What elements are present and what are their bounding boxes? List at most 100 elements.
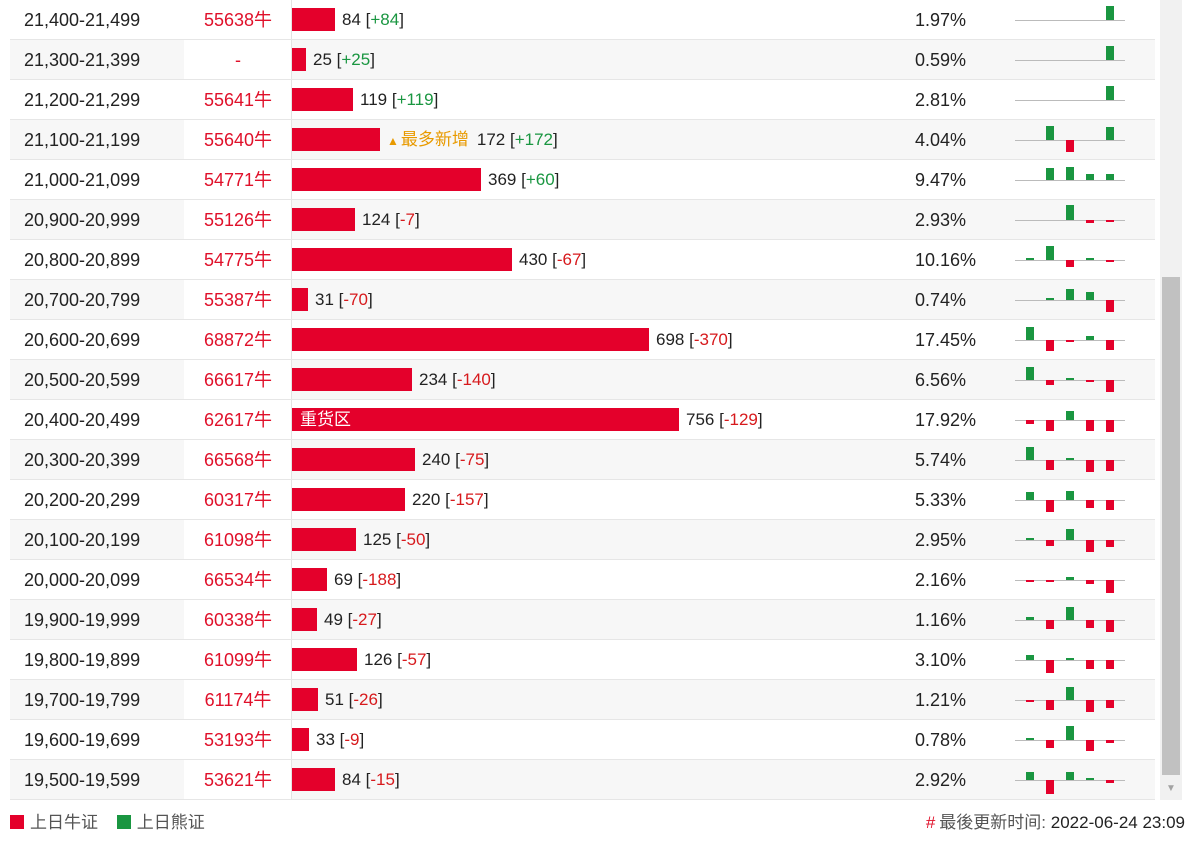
quantity-value: 51: [325, 690, 344, 709]
warrant-code-link[interactable]: 60317牛: [184, 480, 292, 519]
sparkline-bar: [1066, 772, 1074, 780]
table-row[interactable]: 20,100-20,199 61098牛 125 [-50] 2.95%: [10, 520, 1155, 560]
table-row[interactable]: 19,600-19,699 53193牛 33 [-9] 0.78%: [10, 720, 1155, 760]
sparkline-bar: [1046, 460, 1054, 470]
warrant-code-link[interactable]: 55641牛: [184, 80, 292, 119]
quantity-value: 119: [360, 90, 388, 109]
quantity-text: 84 [-15]: [342, 770, 400, 789]
scrollbar-thumb[interactable]: [1162, 277, 1180, 775]
quantity-bar: [292, 328, 649, 351]
table-row[interactable]: 21,400-21,499 55638牛 84 [+84] 1.97%: [10, 0, 1155, 40]
table-row[interactable]: 20,800-20,899 54775牛 430 [-67] 10.16%: [10, 240, 1155, 280]
sparkline-bar: [1086, 220, 1094, 223]
table-row[interactable]: 20,300-20,399 66568牛 240 [-75] 5.74%: [10, 440, 1155, 480]
bar-column-divider: [291, 200, 292, 239]
price-range: 20,900-20,999: [24, 210, 141, 230]
table-row[interactable]: 20,600-20,699 68872牛 698 [-370] 17.45%: [10, 320, 1155, 360]
history-sparkline: [1015, 246, 1125, 267]
price-range: 20,500-20,599: [24, 370, 141, 390]
table-row[interactable]: 21,100-21,199 55640牛 ▲ 最多新增 172 [+172] 4.04%: [10, 120, 1155, 160]
quantity-bar: [292, 288, 308, 311]
quantity-text: 220 [-157]: [412, 490, 489, 509]
quantity-text: 119 [+119]: [360, 90, 439, 109]
table-row[interactable]: 20,400-20,499 62617牛 重货区 756 [-129] 17.92%: [10, 400, 1155, 440]
bar-column-divider: [291, 320, 292, 359]
price-range: 19,800-19,899: [24, 650, 141, 670]
sparkline-bar: [1086, 540, 1094, 552]
table-row[interactable]: 21,200-21,299 55641牛 119 [+119] 2.81%: [10, 80, 1155, 120]
table-row[interactable]: 21,000-21,099 54771牛 369 [+60] 9.47%: [10, 160, 1155, 200]
quantity-value: 240: [422, 450, 451, 469]
percentage: 9.47%: [915, 170, 967, 190]
sparkline-bar: [1066, 340, 1074, 342]
percentage: 6.56%: [915, 370, 967, 390]
sparkline-bar: [1066, 260, 1074, 267]
table-row[interactable]: 20,700-20,799 55387牛 31 [-70] 0.74%: [10, 280, 1155, 320]
warrant-code-link[interactable]: 60338牛: [184, 600, 292, 639]
warrant-code-link[interactable]: 54775牛: [184, 240, 292, 279]
warrant-code-link[interactable]: 53621牛: [184, 760, 292, 799]
quantity-text: 124 [-7]: [362, 210, 420, 229]
quantity-bar: [292, 248, 512, 271]
warrant-code-link[interactable]: 61099牛: [184, 640, 292, 679]
history-sparkline: [1015, 577, 1125, 593]
percentage: 10.16%: [915, 250, 977, 270]
hash-icon: #: [925, 813, 936, 832]
warrant-code-link[interactable]: 55640牛: [184, 120, 292, 159]
quantity-text: 25 [+25]: [313, 50, 375, 69]
percentage: 5.74%: [915, 450, 967, 470]
table-row[interactable]: 19,700-19,799 61174牛 51 [-26] 1.21%: [10, 680, 1155, 720]
warrant-code-link[interactable]: 55638牛: [184, 0, 292, 39]
history-sparkline: [1015, 607, 1125, 632]
quantity-change: +119: [396, 90, 434, 109]
quantity-text: 756 [-129]: [686, 410, 763, 429]
table-row[interactable]: 19,900-19,999 60338牛 49 [-27] 1.16%: [10, 600, 1155, 640]
table-row[interactable]: 20,200-20,299 60317牛 220 [-157] 5.33%: [10, 480, 1155, 520]
quantity-bar: [292, 528, 356, 551]
bar-column-divider: [291, 280, 292, 319]
vertical-scrollbar[interactable]: ▼: [1160, 0, 1182, 800]
warrant-code-link[interactable]: 55126牛: [184, 200, 292, 239]
percentage: 1.16%: [915, 610, 967, 630]
warrant-code-link[interactable]: 53193牛: [184, 720, 292, 759]
sparkline-bar: [1106, 540, 1114, 547]
warrant-code-link[interactable]: 62617牛: [184, 400, 292, 439]
table-row[interactable]: 20,500-20,599 66617牛 234 [-140] 6.56%: [10, 360, 1155, 400]
table-row[interactable]: 21,300-21,399 - 25 [+25] 0.59%: [10, 40, 1155, 80]
sparkline-bar: [1106, 500, 1114, 510]
history-sparkline: [1015, 126, 1125, 152]
sparkline-bar: [1026, 327, 1034, 340]
table-row[interactable]: 19,800-19,899 61099牛 126 [-57] 3.10%: [10, 640, 1155, 680]
warrant-code-link[interactable]: 61174牛: [184, 680, 292, 719]
sparkline-bar: [1106, 260, 1114, 262]
table-row[interactable]: 20,900-20,999 55126牛 124 [-7] 2.93%: [10, 200, 1155, 240]
sparkline-bar: [1046, 540, 1054, 546]
quantity-bar: [292, 208, 355, 231]
scroll-down-arrow-icon[interactable]: ▼: [1166, 783, 1176, 794]
warrant-code-link[interactable]: 66568牛: [184, 440, 292, 479]
bull-bear-distribution-table: 21,400-21,499 55638牛 84 [+84] 1.97% 21,300-2…: [10, 0, 1155, 800]
history-sparkline: [1015, 167, 1125, 181]
sparkline-bar: [1066, 140, 1074, 152]
quantity-value: 84: [342, 770, 361, 789]
table-row[interactable]: 20,000-20,099 66534牛 69 [-188] 2.16%: [10, 560, 1155, 600]
warrant-code-link[interactable]: 66617牛: [184, 360, 292, 399]
percentage: 3.10%: [915, 650, 967, 670]
bar-column-divider: [291, 80, 292, 119]
sparkline-bar: [1046, 500, 1054, 512]
warrant-code-link[interactable]: 61098牛: [184, 520, 292, 559]
warrant-code-link[interactable]: -: [184, 40, 292, 79]
quantity-value: 234: [419, 370, 448, 389]
warrant-code-link[interactable]: 55387牛: [184, 280, 292, 319]
quantity-text: 51 [-26]: [325, 690, 383, 709]
quantity-change: -27: [352, 610, 377, 629]
warrant-code-link[interactable]: 68872牛: [184, 320, 292, 359]
percentage: 2.93%: [915, 210, 967, 230]
quantity-change: +84: [370, 10, 400, 29]
history-sparkline: [1015, 529, 1125, 552]
table-row[interactable]: 19,500-19,599 53621牛 84 [-15] 2.92%: [10, 760, 1155, 800]
warrant-code-link[interactable]: 54771牛: [184, 160, 292, 199]
percentage: 0.59%: [915, 50, 967, 70]
warrant-code-link[interactable]: 66534牛: [184, 560, 292, 599]
sparkline-bar: [1046, 380, 1054, 385]
